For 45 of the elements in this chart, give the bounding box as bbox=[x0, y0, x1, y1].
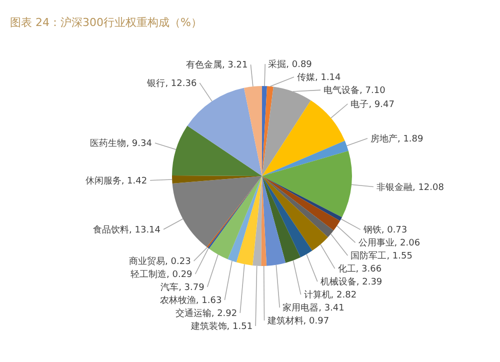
slice-label: 计算机, 2.82 bbox=[304, 290, 357, 301]
pie-slice bbox=[262, 100, 345, 176]
pie-slice bbox=[262, 176, 342, 221]
pie-slice bbox=[228, 176, 262, 262]
pie-slice bbox=[172, 176, 262, 248]
slice-label: 商业贸易, 0.23 bbox=[129, 256, 191, 267]
pie-slice bbox=[262, 176, 301, 263]
slice-label: 电气设备, 7.10 bbox=[324, 85, 386, 96]
pie-slice bbox=[262, 86, 274, 176]
pie-slice bbox=[262, 150, 352, 218]
pie-slice bbox=[244, 86, 262, 176]
pie-slice bbox=[262, 176, 340, 231]
pie-slice bbox=[252, 176, 262, 266]
slice-label: 银行, 12.36 bbox=[146, 78, 197, 89]
slice-label: 交通运输, 2.92 bbox=[175, 308, 238, 319]
slice-label: 非银金融, 12.08 bbox=[376, 182, 444, 193]
pie-slice bbox=[172, 126, 262, 176]
slice-label: 采掘, 0.89 bbox=[268, 59, 312, 70]
pie-slice bbox=[262, 176, 328, 251]
slice-label: 轻工制造, 0.29 bbox=[130, 269, 193, 280]
slice-label: 钢铁, 0.73 bbox=[362, 224, 408, 236]
slice-label: 化工, 3.66 bbox=[338, 264, 382, 275]
slice-label: 国防军工, 1.55 bbox=[350, 250, 412, 262]
slice-label: 农林牧渔, 1.63 bbox=[160, 295, 222, 306]
chart-title: 图表 24：沪深300行业权重构成（%） bbox=[10, 16, 202, 29]
slice-label: 汽车, 3.79 bbox=[160, 282, 205, 293]
slice-label: 公用事业, 2.06 bbox=[358, 238, 420, 249]
slice-label: 休闲服务, 1.42 bbox=[85, 175, 148, 186]
slice-label: 房地产, 1.89 bbox=[370, 133, 424, 144]
pie-slice bbox=[262, 176, 334, 238]
pie-slice bbox=[236, 176, 262, 266]
slice-label: 电子, 9.47 bbox=[350, 98, 394, 110]
slice-label: 医药生物, 9.34 bbox=[90, 138, 152, 149]
slice-label: 机械设备, 2.39 bbox=[320, 276, 382, 288]
slice-label: 建筑装饰, 1.51 bbox=[190, 321, 253, 332]
slice-label: 家用电器, 3.41 bbox=[282, 302, 344, 314]
pie-slice bbox=[187, 88, 262, 176]
pie-slice bbox=[172, 175, 262, 184]
pie-slice bbox=[262, 140, 348, 176]
pie-slice bbox=[262, 176, 286, 266]
slice-label: 传媒, 1.14 bbox=[296, 72, 342, 84]
slice-label: 建筑材料, 0.97 bbox=[266, 316, 330, 327]
slice-label: 食品饮料, 13.14 bbox=[93, 224, 161, 236]
pie-slice bbox=[262, 176, 312, 258]
slice-label: 有色金属, 3.21 bbox=[186, 60, 248, 71]
